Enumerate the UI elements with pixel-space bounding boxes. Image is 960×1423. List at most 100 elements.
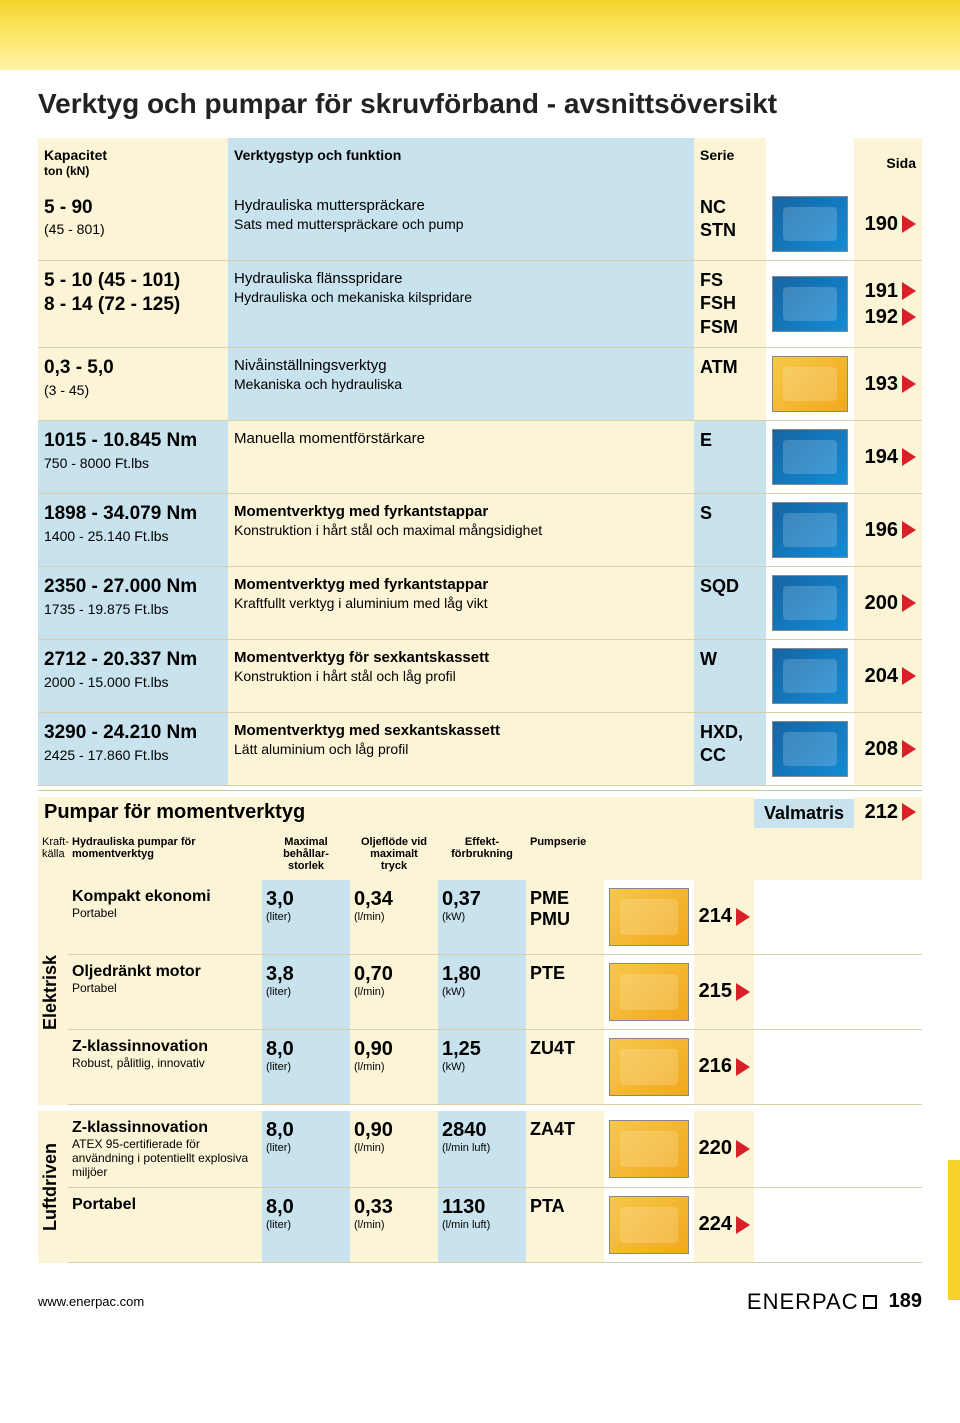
pump-page-link[interactable]: 220 <box>694 1111 754 1187</box>
pump-thumbnail-cell <box>604 1111 694 1187</box>
page-content: Verktyg och pumpar för skruvförband - av… <box>0 70 960 1275</box>
pumps-body: ElektriskKompakt ekonomiPortabel3,0(lite… <box>38 880 922 1263</box>
valmatris-page-cell[interactable]: 212 <box>854 797 922 828</box>
capacity-cell: 3290 - 24.210 Nm2425 - 17.860 Ft.lbs <box>38 713 228 785</box>
page-link-cell[interactable]: 194 <box>854 421 922 493</box>
header-function: Verktygstyp och funktion <box>228 138 694 188</box>
pump-page-link[interactable]: 215 <box>694 955 754 1029</box>
product-row: 3290 - 24.210 Nm2425 - 17.860 Ft.lbsMome… <box>38 713 922 786</box>
pump-thumbnail <box>609 888 689 946</box>
pump-page-link[interactable]: 214 <box>694 880 754 954</box>
page-link-cell[interactable]: 191192 <box>854 261 922 347</box>
pumps-title: Pumpar för momentverktyg <box>38 797 754 828</box>
product-thumbnail-cell <box>766 261 854 347</box>
ph-img-spacer <box>604 828 694 844</box>
pump-row: Z-klassinnovationRobust, pålitlig, innov… <box>68 1030 922 1105</box>
ph-power: Effekt- förbrukning <box>438 828 526 868</box>
function-cell: Hydrauliska flänsspridareHydrauliska och… <box>228 261 694 347</box>
page-footer: www.enerpac.com ENERPAC 189 <box>0 1275 960 1335</box>
header-page: Sida <box>854 138 922 188</box>
pump-name-cell: Portabel <box>68 1188 262 1262</box>
product-thumbnail-cell <box>766 567 854 639</box>
pump-reservoir-cell: 8,0(liter) <box>262 1030 350 1104</box>
pump-thumbnail-cell <box>604 880 694 954</box>
page-link-cell[interactable]: 193 <box>854 348 922 420</box>
arrow-icon <box>902 803 916 821</box>
header-capacity-main: Kapacitet <box>44 146 222 164</box>
pump-name-cell: Z-klassinnovationRobust, pålitlig, innov… <box>68 1030 262 1104</box>
product-thumbnail-cell <box>766 494 854 566</box>
series-cell: E <box>694 421 766 493</box>
page-link-cell[interactable]: 190 <box>854 188 922 260</box>
pump-thumbnail <box>609 1120 689 1178</box>
logo-mark-icon <box>863 1295 877 1309</box>
product-row: 2350 - 27.000 Nm1735 - 19.875 Ft.lbsMome… <box>38 567 922 640</box>
page: Verktyg och pumpar för skruvförband - av… <box>0 0 960 1335</box>
product-thumbnail-cell <box>766 421 854 493</box>
function-cell: Manuella momentförstärkare <box>228 421 694 493</box>
page-link-cell[interactable]: 200 <box>854 567 922 639</box>
capacity-cell: 1015 - 10.845 Nm750 - 8000 Ft.lbs <box>38 421 228 493</box>
pump-series-cell: PTA <box>526 1188 604 1262</box>
pump-thumbnail-cell <box>604 1188 694 1262</box>
capacity-cell: 0,3 - 5,0(3 - 45) <box>38 348 228 420</box>
product-thumbnail <box>772 356 848 412</box>
product-row: 0,3 - 5,0(3 - 45)Nivåinställningsverktyg… <box>38 348 922 421</box>
capacity-cell: 2350 - 27.000 Nm1735 - 19.875 Ft.lbs <box>38 567 228 639</box>
pump-thumbnail <box>609 1196 689 1254</box>
series-cell: W <box>694 640 766 712</box>
product-row: 1898 - 34.079 Nm1400 - 25.140 Ft.lbsMome… <box>38 494 922 567</box>
ph-flow: Oljeflöde vid maximalt tryck <box>350 828 438 880</box>
page-number: 189 <box>889 1290 922 1313</box>
table-header-row: Kapacitet ton (kN) Verktygstyp och funkt… <box>38 138 922 188</box>
capacity-cell: 5 - 90(45 - 801) <box>38 188 228 260</box>
product-thumbnail <box>772 502 848 558</box>
series-cell: SQD <box>694 567 766 639</box>
function-cell: Momentverktyg för sexkantskassettKonstru… <box>228 640 694 712</box>
pumps-header-bar: Pumpar för momentverktyg Valmatris 212 <box>38 790 922 828</box>
function-cell: Momentverktyg med fyrkantstapparKonstruk… <box>228 494 694 566</box>
capacity-cell: 1898 - 34.079 Nm1400 - 25.140 Ft.lbs <box>38 494 228 566</box>
pump-power-cell: 1,80(kW) <box>438 955 526 1029</box>
product-thumbnail <box>772 429 848 485</box>
header-capacity-sub: ton (kN) <box>44 164 222 180</box>
pump-reservoir-cell: 8,0(liter) <box>262 1111 350 1187</box>
page-link-cell[interactable]: 208 <box>854 713 922 785</box>
ph-page-spacer <box>694 828 754 844</box>
header-series: Serie <box>694 138 766 188</box>
pump-series-cell: PTE <box>526 955 604 1029</box>
series-cell: S <box>694 494 766 566</box>
product-thumbnail-cell <box>766 348 854 420</box>
page-link-cell[interactable]: 196 <box>854 494 922 566</box>
function-cell: Momentverktyg med fyrkantstapparKraftful… <box>228 567 694 639</box>
pumps-subheader-row: Kraft- källa Hydrauliska pumpar för mome… <box>38 828 922 880</box>
side-accent-bar <box>948 1160 960 1300</box>
brand-logo: ENERPAC <box>747 1289 877 1315</box>
product-thumbnail <box>772 276 848 332</box>
ph-reservoir: Maximal behållar- storlek <box>262 828 350 880</box>
pump-group-label: Elektrisk <box>38 880 68 1105</box>
series-cell: HXD, CC <box>694 713 766 785</box>
valmatris-page: 212 <box>865 801 898 824</box>
pump-reservoir-cell: 3,8(liter) <box>262 955 350 1029</box>
header-image-spacer <box>766 138 854 188</box>
pump-reservoir-cell: 3,0(liter) <box>262 880 350 954</box>
footer-url[interactable]: www.enerpac.com <box>38 1294 144 1309</box>
pump-power-cell: 0,37(kW) <box>438 880 526 954</box>
pump-row: Z-klassinnovationATEX 95-certifierade fö… <box>68 1111 922 1188</box>
product-thumbnail <box>772 721 848 777</box>
pump-row: Kompakt ekonomiPortabel3,0(liter)0,34(l/… <box>68 880 922 955</box>
brand-logo-text: ENERPAC <box>747 1289 859 1315</box>
product-thumbnail-cell <box>766 713 854 785</box>
function-cell: Hydrauliska mutterspräckareSats med mutt… <box>228 188 694 260</box>
pump-thumbnail-cell <box>604 1030 694 1104</box>
pump-name-cell: Kompakt ekonomiPortabel <box>68 880 262 954</box>
ph-series: Pumpserie <box>526 828 604 856</box>
ph-pump: Hydrauliska pumpar för momentverktyg <box>68 828 262 868</box>
product-row: 5 - 90(45 - 801)Hydrauliska mutterspräck… <box>38 188 922 261</box>
pump-flow-cell: 0,34(l/min) <box>350 880 438 954</box>
page-link-cell[interactable]: 204 <box>854 640 922 712</box>
pump-page-link[interactable]: 216 <box>694 1030 754 1104</box>
pump-page-link[interactable]: 224 <box>694 1188 754 1262</box>
pump-series-cell: PME PMU <box>526 880 604 954</box>
